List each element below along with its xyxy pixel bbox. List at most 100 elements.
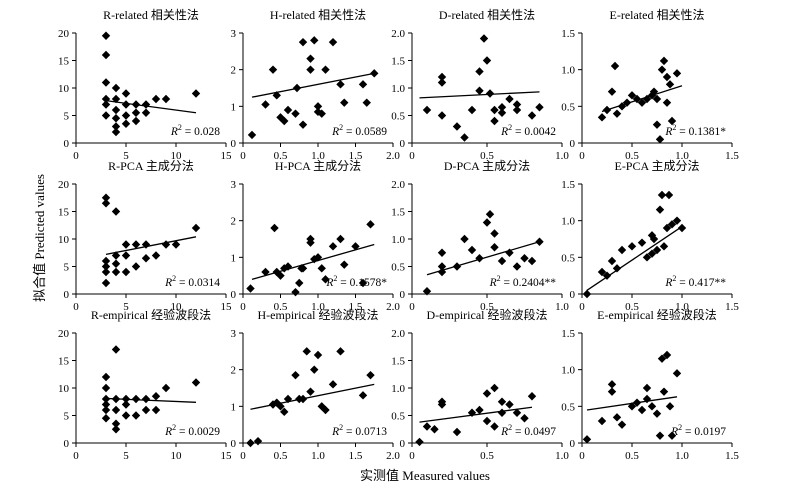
data-point [321, 275, 330, 284]
y-tick-label: 20 [58, 28, 70, 40]
data-point [655, 431, 665, 440]
data-point [612, 109, 622, 118]
y-tick-label: 1.0 [561, 65, 575, 77]
data-point [101, 372, 111, 382]
data-point [485, 89, 495, 98]
data-point [672, 69, 682, 78]
data-point [161, 383, 171, 393]
data-point [121, 251, 131, 260]
x-tick-label: 0 [409, 150, 415, 162]
data-point [437, 111, 447, 120]
data-point [597, 416, 607, 426]
data-point [261, 100, 270, 109]
r2-annotation: R2 = 0.0029 [164, 423, 220, 438]
x-tick-label: 1.5 [349, 150, 363, 162]
data-point [362, 98, 371, 107]
data-point [313, 102, 323, 111]
data-point [101, 111, 111, 120]
y-tick-label: 1.0 [561, 365, 575, 377]
data-point [422, 105, 432, 115]
data-point [607, 380, 617, 389]
data-point [437, 72, 447, 82]
y-tick-label: 5 [64, 262, 70, 274]
data-point [247, 130, 257, 140]
data-point [637, 238, 647, 247]
data-point [280, 116, 289, 126]
data-point [657, 65, 667, 74]
data-point [111, 419, 121, 428]
x-tick-label: 0.5 [625, 150, 639, 162]
data-point [340, 98, 349, 107]
data-point [512, 105, 522, 115]
data-point [306, 54, 315, 63]
panel-title: R-empirical 经验波段法 [91, 307, 211, 322]
data-point [191, 223, 201, 233]
data-point [460, 234, 469, 244]
data-point [497, 408, 507, 417]
data-point [597, 267, 607, 277]
scatter-panel: R-related 相关性法 0 5 10 15 0 5 10 15 20 R2 = 0.028 [58, 8, 232, 162]
data-point [366, 370, 375, 380]
scatter-panel: E-related 相关性法 0 0.5 1.0 1.5 0 0.5 1.0 1.5 R2 = 0… [561, 8, 739, 162]
y-tick-label: 15 [58, 56, 70, 68]
data-point [317, 264, 326, 273]
data-point [336, 234, 345, 244]
y-tick-label: 0.5 [561, 401, 575, 413]
panel-title: D-PCA 主成分法 [444, 159, 530, 173]
data-point [642, 253, 652, 262]
data-point [667, 431, 677, 440]
trend-line [426, 241, 540, 276]
trend-line [586, 396, 678, 411]
r2-annotation: R2 = 0.0713 [331, 423, 387, 438]
y-tick-label: 1 [231, 252, 237, 264]
data-point [520, 414, 529, 423]
data-point [652, 409, 662, 418]
trend-line [105, 100, 197, 114]
scatter-panel: R-empirical 经验波段法 0 5 10 15 0 5 10 15 20 R2 = 0.00… [58, 307, 232, 462]
data-point [485, 210, 495, 219]
data-point [131, 240, 141, 249]
data-point [512, 100, 522, 109]
data-point [662, 350, 672, 360]
y-tick-label: 0 [400, 138, 406, 150]
data-point [482, 56, 492, 65]
data-point [672, 216, 682, 225]
data-point [652, 245, 662, 255]
y-tick-label: 0 [400, 289, 406, 301]
data-point [482, 416, 492, 426]
data-point [283, 105, 293, 115]
data-point [101, 414, 111, 423]
data-point [246, 284, 255, 293]
y-tick-label: 1.5 [561, 28, 575, 40]
data-point [665, 80, 675, 89]
x-tick-label: 0.5 [274, 450, 288, 462]
data-point [659, 56, 669, 66]
figure-ylabel: 拟合值 Predicted values [32, 174, 47, 302]
data-point [652, 94, 662, 104]
x-tick-label: 15 [221, 150, 233, 162]
data-point [662, 72, 672, 82]
data-point [141, 240, 151, 249]
x-tick-label: 1.0 [675, 450, 689, 462]
x-tick-label: 0 [409, 450, 415, 462]
panel-title: D-empirical 经验波段法 [427, 307, 548, 322]
data-point [647, 402, 657, 411]
data-point [298, 37, 308, 47]
trend-line [105, 236, 197, 256]
data-point [141, 100, 151, 109]
x-tick-label: 0 [240, 450, 246, 462]
data-point [437, 248, 447, 257]
data-point [657, 354, 667, 363]
data-point [612, 413, 622, 422]
x-tick-label: 1.0 [555, 301, 569, 313]
data-point [131, 116, 141, 126]
data-point [677, 223, 687, 233]
x-tick-label: 0.5 [480, 301, 494, 313]
data-point [617, 245, 627, 255]
data-point [101, 267, 111, 277]
data-point [295, 278, 304, 288]
x-tick-label: 0 [73, 150, 79, 162]
y-tick-label: 0 [64, 289, 70, 301]
data-point [121, 111, 131, 120]
data-point [151, 94, 161, 104]
